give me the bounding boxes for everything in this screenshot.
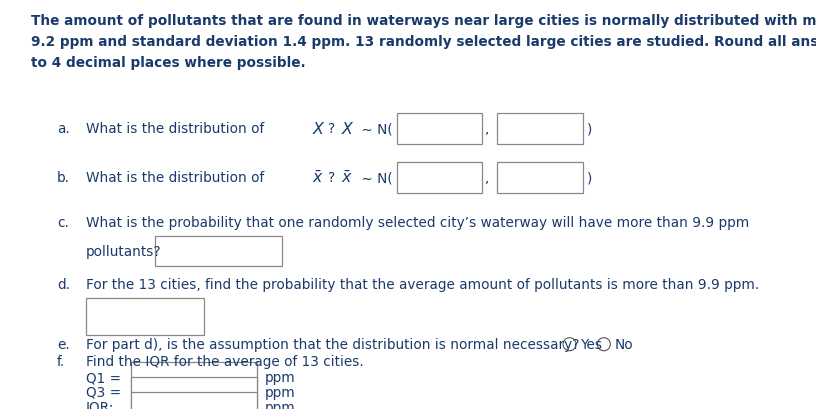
Text: What is the probability that one randomly selected city’s waterway will have mor: What is the probability that one randoml… bbox=[86, 216, 749, 230]
Text: For part d), is the assumption that the distribution is normal necessary?: For part d), is the assumption that the … bbox=[86, 337, 579, 351]
Text: d.: d. bbox=[57, 277, 70, 291]
Bar bbox=[131, 377, 257, 407]
Bar bbox=[497, 113, 583, 144]
Ellipse shape bbox=[597, 338, 610, 351]
Text: The amount of pollutants that are found in waterways near large cities is normal: The amount of pollutants that are found … bbox=[31, 14, 816, 70]
Text: c.: c. bbox=[57, 216, 69, 230]
Text: ,: , bbox=[485, 171, 489, 185]
Text: Yes: Yes bbox=[580, 337, 602, 351]
Ellipse shape bbox=[563, 338, 576, 351]
Text: ∼ N(: ∼ N( bbox=[357, 171, 393, 185]
Bar bbox=[86, 299, 204, 335]
Text: Find the IQR for the average of 13 cities.: Find the IQR for the average of 13 citie… bbox=[86, 354, 363, 368]
Bar bbox=[155, 237, 282, 266]
Text: b.: b. bbox=[57, 171, 70, 185]
Text: No: No bbox=[614, 337, 633, 351]
Text: e.: e. bbox=[57, 337, 70, 351]
Text: a.: a. bbox=[57, 122, 70, 136]
Bar bbox=[497, 163, 583, 193]
Bar bbox=[131, 362, 257, 392]
Text: ppm: ppm bbox=[265, 385, 296, 399]
Text: IQR:: IQR: bbox=[86, 400, 114, 409]
Text: ppm: ppm bbox=[265, 370, 296, 384]
Text: pollutants?: pollutants? bbox=[86, 245, 162, 258]
Text: $\bar{x}$: $\bar{x}$ bbox=[341, 170, 353, 186]
Bar bbox=[131, 392, 257, 409]
Text: ,: , bbox=[485, 122, 489, 136]
Text: ?: ? bbox=[328, 122, 339, 136]
Text: ?: ? bbox=[328, 171, 339, 185]
Text: Q3 =: Q3 = bbox=[86, 385, 121, 399]
Text: ): ) bbox=[587, 171, 592, 185]
Text: $\bar{x}$: $\bar{x}$ bbox=[312, 170, 324, 186]
Text: Q1 =: Q1 = bbox=[86, 370, 121, 384]
Text: f.: f. bbox=[57, 354, 65, 368]
Bar bbox=[397, 163, 482, 193]
Text: $X$: $X$ bbox=[312, 121, 326, 137]
Text: $X$: $X$ bbox=[341, 121, 355, 137]
Text: ∼ N(: ∼ N( bbox=[357, 122, 393, 136]
Text: What is the distribution of: What is the distribution of bbox=[86, 171, 268, 185]
Bar bbox=[397, 113, 482, 144]
Text: What is the distribution of: What is the distribution of bbox=[86, 122, 268, 136]
Text: ppm: ppm bbox=[265, 400, 296, 409]
Text: ): ) bbox=[587, 122, 592, 136]
Text: For the 13 cities, find the probability that the average amount of pollutants is: For the 13 cities, find the probability … bbox=[86, 277, 759, 291]
